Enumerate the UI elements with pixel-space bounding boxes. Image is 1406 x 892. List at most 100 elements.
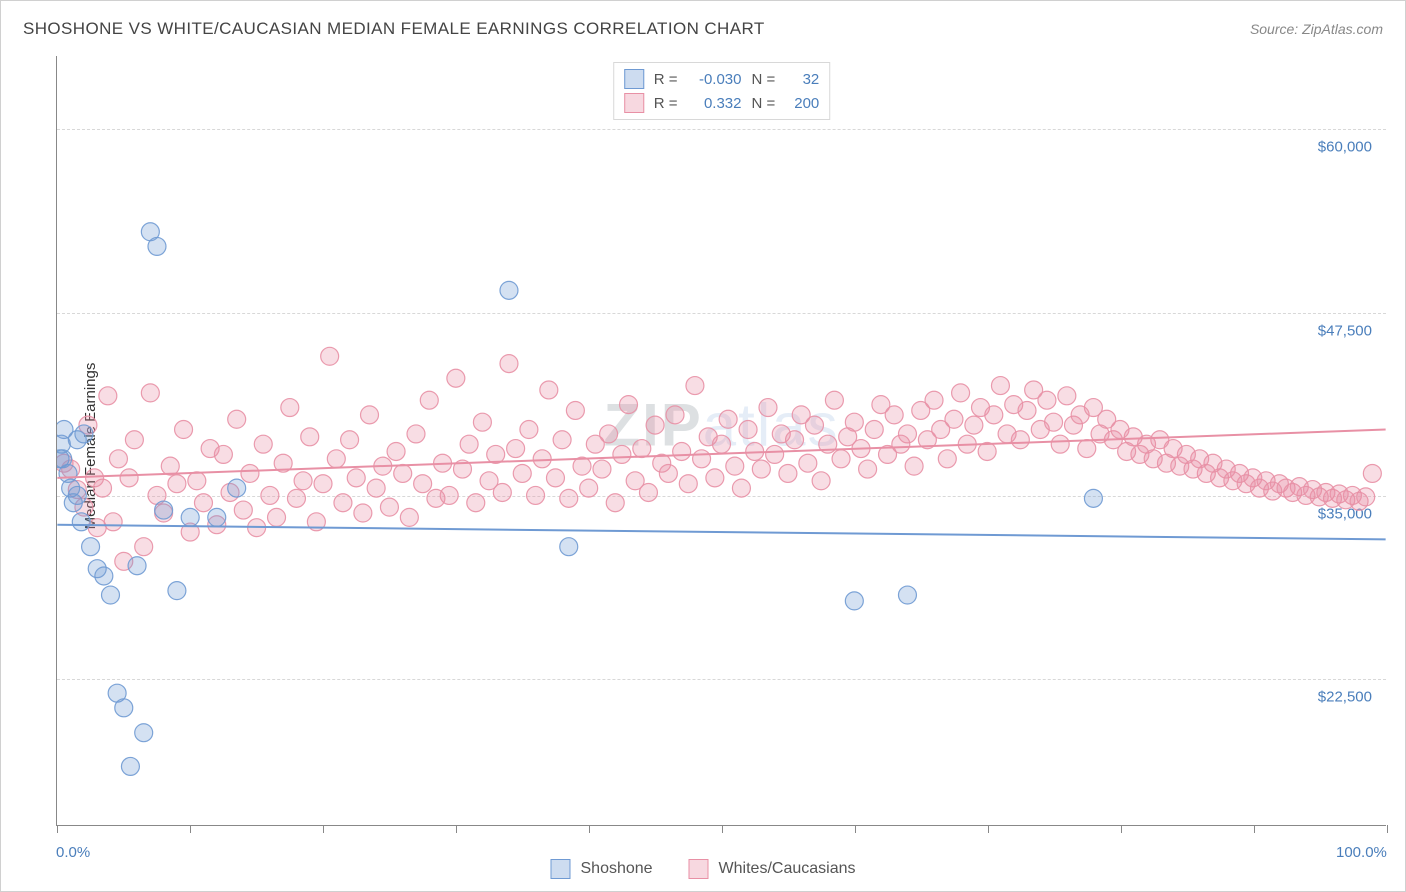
scatter-point-whites — [460, 435, 478, 453]
scatter-point-whites — [686, 377, 704, 395]
x-tick — [1387, 825, 1388, 833]
r-value-whites: 0.332 — [688, 95, 742, 112]
x-tick — [722, 825, 723, 833]
r-value-shoshone: -0.030 — [688, 71, 742, 88]
r-label: R = — [654, 95, 678, 112]
scatter-point-whites — [327, 450, 345, 468]
legend-stats-box: R = -0.030 N = 32 R = 0.332 N = 200 — [613, 62, 831, 120]
scatter-point-whites — [560, 489, 578, 507]
scatter-point-whites — [214, 445, 232, 463]
scatter-point-whites — [228, 410, 246, 428]
scatter-point-whites — [473, 413, 491, 431]
scatter-point-whites — [125, 431, 143, 449]
scatter-point-whites — [321, 347, 339, 365]
scatter-point-whites — [666, 406, 684, 424]
legend-label-whites: Whites/Caucasians — [719, 860, 856, 878]
scatter-point-whites — [779, 464, 797, 482]
x-tick — [323, 825, 324, 833]
n-label: N = — [752, 95, 776, 112]
scatter-point-whites — [732, 479, 750, 497]
n-label: N = — [752, 71, 776, 88]
r-label: R = — [654, 71, 678, 88]
n-value-whites: 200 — [785, 95, 819, 112]
scatter-point-shoshone — [135, 724, 153, 742]
scatter-point-whites — [673, 442, 691, 460]
scatter-point-whites — [945, 410, 963, 428]
swatch-whites-icon — [624, 93, 644, 113]
scatter-point-whites — [1357, 488, 1375, 506]
scatter-point-whites — [925, 391, 943, 409]
scatter-point-whites — [1058, 387, 1076, 405]
scatter-point-whites — [639, 484, 657, 502]
scatter-point-whites — [1038, 391, 1056, 409]
scatter-point-whites — [706, 469, 724, 487]
scatter-point-whites — [334, 494, 352, 512]
scatter-point-whites — [812, 472, 830, 490]
scatter-point-whites — [985, 406, 1003, 424]
scatter-point-whites — [387, 442, 405, 460]
x-tick — [190, 825, 191, 833]
scatter-point-whites — [88, 519, 106, 537]
scatter-point-whites — [414, 475, 432, 493]
scatter-point-whites — [739, 421, 757, 439]
scatter-point-shoshone — [57, 450, 69, 468]
scatter-point-whites — [905, 457, 923, 475]
scatter-point-whites — [1363, 464, 1381, 482]
swatch-shoshone-icon — [550, 859, 570, 879]
scatter-point-shoshone — [500, 281, 518, 299]
scatter-point-shoshone — [102, 586, 120, 604]
scatter-point-whites — [254, 435, 272, 453]
header-row: SHOSHONE VS WHITE/CAUCASIAN MEDIAN FEMAL… — [23, 19, 1383, 39]
scatter-point-whites — [832, 450, 850, 468]
scatter-point-whites — [553, 431, 571, 449]
scatter-point-shoshone — [128, 557, 146, 575]
chart-title: SHOSHONE VS WHITE/CAUCASIAN MEDIAN FEMAL… — [23, 19, 765, 39]
x-tick — [855, 825, 856, 833]
scatter-point-shoshone — [148, 237, 166, 255]
scatter-point-whites — [301, 428, 319, 446]
scatter-point-whites — [713, 435, 731, 453]
legend-series: Shoshone Whites/Caucasians — [550, 859, 855, 879]
scatter-point-shoshone — [845, 592, 863, 610]
scatter-point-whites — [261, 486, 279, 504]
scatter-point-whites — [965, 416, 983, 434]
scatter-point-whites — [606, 494, 624, 512]
legend-stats-row-whites: R = 0.332 N = 200 — [624, 91, 820, 115]
scatter-point-whites — [440, 486, 458, 504]
scatter-point-whites — [287, 489, 305, 507]
scatter-point-whites — [400, 508, 418, 526]
scatter-point-whites — [367, 479, 385, 497]
scatter-point-whites — [234, 501, 252, 519]
scatter-point-whites — [520, 421, 538, 439]
scatter-point-shoshone — [68, 486, 86, 504]
scatter-point-whites — [580, 479, 598, 497]
scatter-point-shoshone — [75, 425, 93, 443]
scatter-point-shoshone — [121, 757, 139, 775]
scatter-point-whites — [726, 457, 744, 475]
legend-stats-row-shoshone: R = -0.030 N = 32 — [624, 67, 820, 91]
scatter-point-shoshone — [168, 582, 186, 600]
scatter-point-whites — [859, 460, 877, 478]
scatter-point-shoshone — [228, 479, 246, 497]
n-value-shoshone: 32 — [785, 71, 819, 88]
scatter-point-whites — [527, 486, 545, 504]
scatter-point-whites — [109, 450, 127, 468]
scatter-point-whites — [845, 413, 863, 431]
scatter-point-whites — [314, 475, 332, 493]
swatch-whites-icon — [689, 859, 709, 879]
scatter-point-shoshone — [115, 699, 133, 717]
scatter-point-whites — [620, 396, 638, 414]
scatter-point-shoshone — [208, 508, 226, 526]
legend-item-whites: Whites/Caucasians — [689, 859, 856, 879]
scatter-point-shoshone — [181, 508, 199, 526]
scatter-point-whites — [141, 384, 159, 402]
scatter-point-whites — [540, 381, 558, 399]
scatter-point-whites — [693, 450, 711, 468]
source-attribution: Source: ZipAtlas.com — [1250, 21, 1383, 37]
scatter-point-shoshone — [72, 513, 90, 531]
x-tick — [1254, 825, 1255, 833]
scatter-point-whites — [407, 425, 425, 443]
scatter-point-whites — [99, 387, 117, 405]
scatter-point-whites — [500, 355, 518, 373]
scatter-point-whites — [188, 472, 206, 490]
